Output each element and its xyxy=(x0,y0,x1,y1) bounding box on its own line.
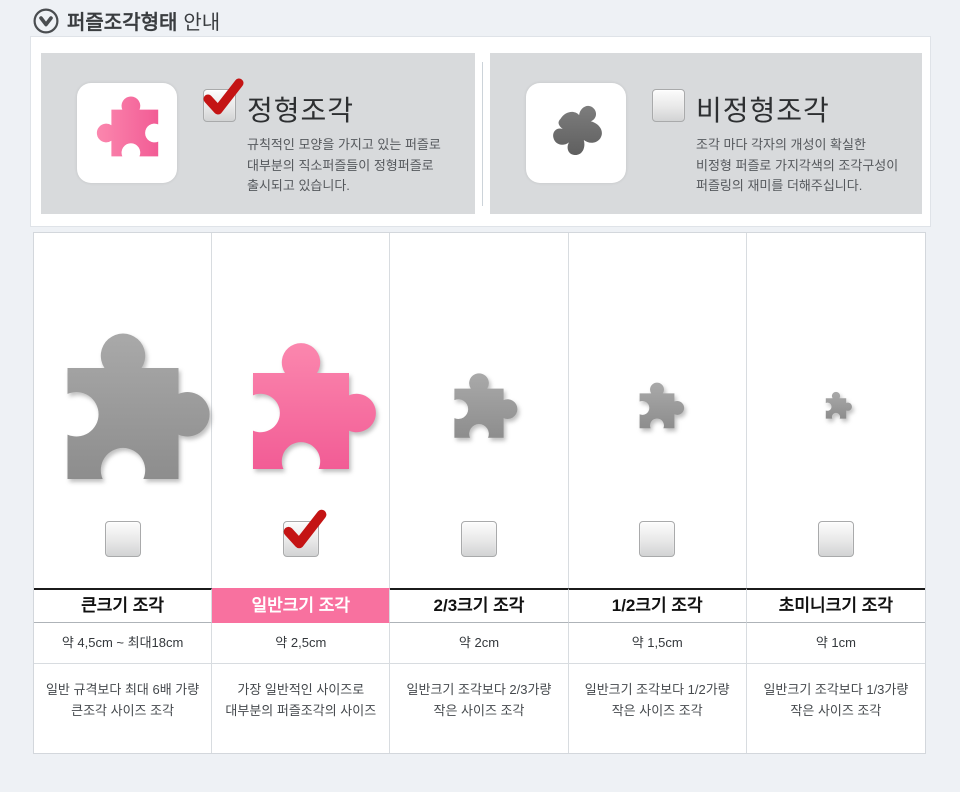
size-desc-mini: 일반크기 조각보다 1/3가량 작은 사이즈 조각 xyxy=(763,682,909,719)
irregular-piece-thumbnail xyxy=(526,83,626,183)
size-value-large: 약 4,5cm ~ 최대18cm xyxy=(34,623,213,664)
puzzle-piece-large-icon xyxy=(30,313,215,498)
size-value-normal: 약 2,5cm xyxy=(212,623,391,664)
size-name-large: 큰크기 조각 xyxy=(34,588,213,623)
size-desc-half: 일반크기 조각보다 1/2가량 작은 사이즈 조각 xyxy=(569,664,747,753)
section-header: 퍼즐조각형태 안내 xyxy=(33,6,220,35)
panel-divider xyxy=(482,62,483,206)
size-cell-mini xyxy=(747,233,925,588)
size-name-half: 1/2크기 조각 xyxy=(568,588,747,623)
size-value-twothirds: 약 2cm xyxy=(390,623,569,664)
size-cell-large xyxy=(34,233,213,588)
checkbox-size-mini[interactable] xyxy=(817,521,854,557)
size-cell-normal xyxy=(212,233,391,588)
checkbox-size-half[interactable] xyxy=(639,521,676,557)
checkbox-size-normal[interactable] xyxy=(282,521,319,557)
size-name-twothirds: 2/3크기 조각 xyxy=(390,588,569,623)
size-cell-half xyxy=(569,233,747,588)
puzzle-piece-twothirds-icon xyxy=(438,364,520,446)
puzzle-piece-normal-icon xyxy=(221,325,381,485)
puzzle-piece-mini-icon xyxy=(819,388,853,422)
size-cell-twothirds xyxy=(390,233,569,588)
irregular-shape-description: 조각 마다 각자의 개성이 확실한 비정형 퍼즐로 가지각색의 조각구성이 퍼즐… xyxy=(696,137,899,194)
regular-shape-description: 규칙적인 모양을 가지고 있는 퍼즐로 대부분의 직소퍼즐들이 정형퍼즐로 출시… xyxy=(247,137,441,194)
red-checkmark-icon xyxy=(281,506,328,553)
irregular-shape-title: 비정형조각 xyxy=(696,95,830,126)
gray-freeform-piece-icon xyxy=(553,105,602,156)
regular-shape-box: 정형조각 규칙적인 모양을 가지고 있는 퍼즐로 대부분의 직소퍼즐들이 정형퍼… xyxy=(41,53,475,214)
regular-shape-title: 정형조각 xyxy=(247,95,355,126)
size-name-normal: 일반크기 조각 xyxy=(212,588,391,623)
checkbox-irregular[interactable] xyxy=(652,89,685,122)
irregular-shape-box: 비정형조각 조각 마다 각자의 개성이 확실한 비정형 퍼즐로 가지각색의 조각… xyxy=(490,53,922,214)
checkbox-size-twothirds[interactable] xyxy=(460,521,497,557)
size-value-half: 약 1,5cm xyxy=(568,623,747,664)
checkbox-size-large[interactable] xyxy=(104,521,141,557)
pink-jigsaw-piece-icon xyxy=(96,96,159,157)
size-desc-twothirds: 일반크기 조각보다 2/3가량 작은 사이즈 조각 xyxy=(390,664,569,753)
piece-size-table: 큰크기 조각 일반크기 조각 2/3크기 조각 1/2크기 조각 초미니크기 조… xyxy=(33,232,926,754)
size-value-mini: 약 1cm xyxy=(746,623,925,664)
page-title: 퍼즐조각형태 안내 xyxy=(67,6,220,35)
chevron-down-circle-icon xyxy=(33,8,59,33)
regular-piece-thumbnail xyxy=(77,83,177,183)
page-title-sub: 안내 xyxy=(183,12,221,34)
shape-guide-panel: 정형조각 규칙적인 모양을 가지고 있는 퍼즐로 대부분의 직소퍼즐들이 정형퍼… xyxy=(30,36,931,227)
checkbox-regular[interactable] xyxy=(203,89,236,122)
size-desc-large: 일반 규격보다 최대 6배 가량 큰조각 사이즈 조각 xyxy=(34,664,213,753)
red-checkmark-icon xyxy=(201,75,245,119)
size-name-mini: 초미니크기 조각 xyxy=(746,588,925,623)
page-title-main: 퍼즐조각형태 xyxy=(67,12,178,34)
size-desc-normal: 가장 일반적인 사이즈로 대부분의 퍼즐조각의 사이즈 xyxy=(212,664,391,753)
puzzle-piece-half-icon xyxy=(628,376,686,434)
